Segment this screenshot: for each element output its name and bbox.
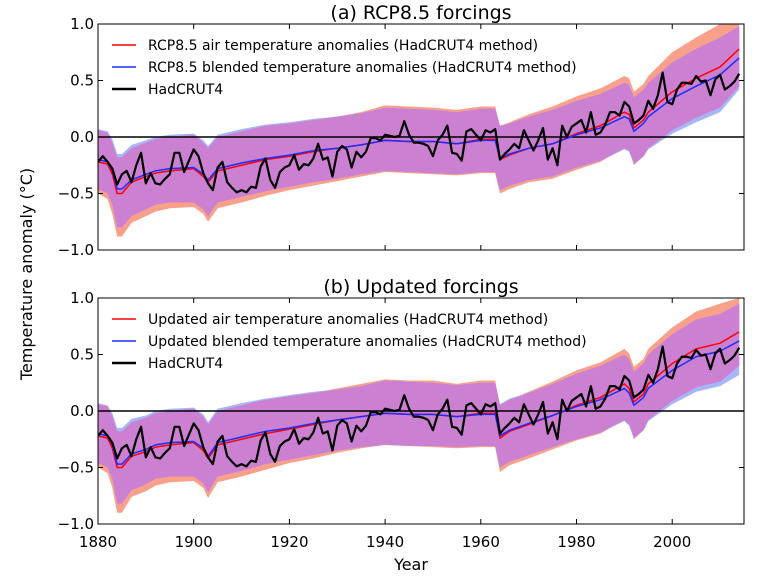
- y-axis-label: Temperature anomaly (°C): [17, 168, 36, 381]
- legend-label: RCP8.5 air temperature anomalies (HadCRU…: [148, 38, 538, 54]
- hadcrut4-series-line: [98, 345, 741, 468]
- y-tick-label: 0.5: [70, 346, 94, 364]
- y-tick-label: 1.0: [70, 15, 94, 33]
- y-tick-label: 0.0: [70, 402, 94, 420]
- plot-area: [98, 24, 744, 237]
- legend-label: Updated air temperature anomalies (HadCR…: [148, 312, 548, 328]
- panel-a: −1.0 −0.5 0.0 0.5 1.0 (a) RCP8.5 forcings RCP8…: [58, 2, 745, 259]
- x-tick-label: 1880: [79, 533, 117, 551]
- plot-area: [98, 298, 744, 513]
- x-axis-label: Year: [393, 555, 428, 574]
- x-tick-label: 1960: [462, 533, 500, 551]
- y-tick-label: −0.5: [58, 459, 94, 477]
- legend: RCP8.5 air temperature anomalies (HadCRU…: [112, 38, 577, 98]
- overlap-band: [98, 26, 740, 228]
- legend-label: RCP8.5 blended temperature anomalies (Ha…: [148, 60, 577, 76]
- legend-label: Updated blended temperature anomalies (H…: [148, 334, 587, 350]
- panel-title: (b) Updated forcings: [323, 276, 518, 298]
- y-tick-label: −1.0: [58, 515, 94, 533]
- y-tick-label: −0.5: [58, 185, 94, 203]
- legend: Updated air temperature anomalies (HadCR…: [112, 312, 587, 372]
- y-tick-label: 0.5: [70, 72, 94, 90]
- x-tick-label: 1980: [557, 533, 595, 551]
- y-tick-label: −1.0: [58, 241, 94, 259]
- legend-label: HadCRUT4: [148, 356, 223, 372]
- x-tick-label: 1920: [270, 533, 308, 551]
- hadcrut4-series-line: [98, 71, 741, 194]
- panel-b: −1.0 −0.5 0.0 0.5 1.0 1880 1900 1920 1940 1960 198…: [58, 276, 745, 551]
- x-tick-label: 1940: [366, 533, 404, 551]
- y-tick-label: 0.0: [70, 128, 94, 146]
- x-tick-label: 1900: [175, 533, 213, 551]
- y-tick-label: 1.0: [70, 289, 94, 307]
- panel-title: (a) RCP8.5 forcings: [330, 2, 511, 24]
- legend-label: HadCRUT4: [148, 82, 223, 98]
- x-tick-label: 2000: [653, 533, 691, 551]
